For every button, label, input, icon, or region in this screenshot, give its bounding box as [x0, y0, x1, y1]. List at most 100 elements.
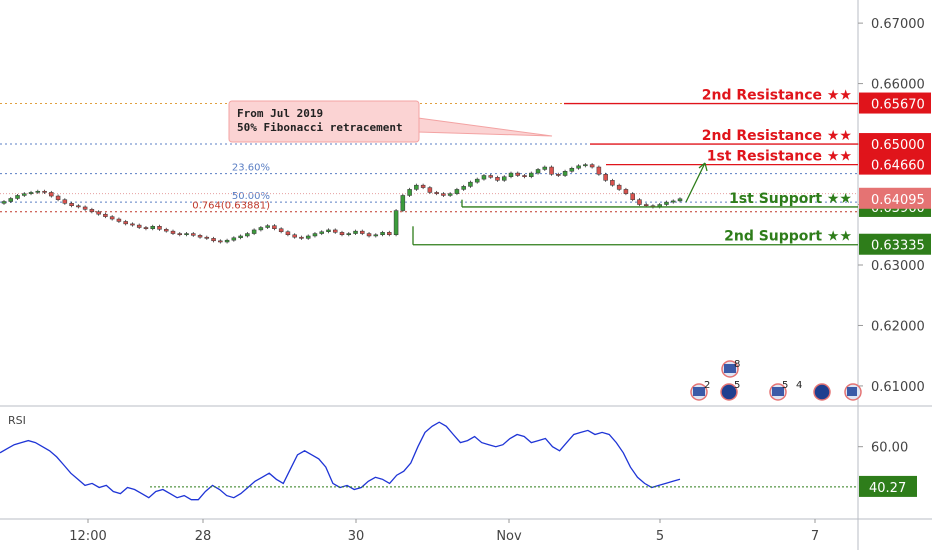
- price-tick-label: 0.67000: [871, 17, 925, 32]
- us-flag-icon[interactable]: 8: [721, 359, 740, 378]
- us-flag-icon[interactable]: [844, 383, 862, 401]
- candle-body: [299, 236, 304, 239]
- candle-body: [616, 184, 622, 190]
- candle-body: [623, 189, 629, 194]
- support-label: 1st Support ★★: [729, 191, 852, 207]
- candle-body: [515, 172, 521, 176]
- candle-body: [55, 195, 61, 200]
- svg-text:5: 5: [734, 380, 740, 391]
- candle: [62, 198, 68, 205]
- candle: [123, 219, 128, 226]
- candle: [177, 232, 183, 237]
- candle: [245, 232, 250, 238]
- candle: [170, 229, 176, 236]
- candle: [204, 235, 210, 240]
- support-label: 2nd Support ★★: [724, 229, 852, 245]
- candle: [15, 193, 20, 200]
- price-tag-text: 0.64660: [871, 159, 925, 174]
- candle-body: [1, 201, 7, 204]
- candle-body: [238, 235, 243, 239]
- candle: [529, 171, 534, 179]
- candle-body: [258, 227, 264, 231]
- resistance-label: 2nd Resistance ★★: [702, 88, 852, 104]
- nz-flag-icon[interactable]: [813, 383, 831, 401]
- projection-arrow: [685, 162, 708, 203]
- candle: [360, 229, 365, 236]
- candle-body: [508, 172, 514, 177]
- candle-body: [670, 200, 676, 203]
- candle: [454, 187, 460, 196]
- candle: [420, 183, 426, 190]
- candle: [197, 233, 203, 239]
- event-markers[interactable]: 8 2 5 5 4: [690, 359, 862, 401]
- nz-flag-icon[interactable]: 5: [720, 380, 740, 401]
- candle-body: [414, 184, 419, 190]
- candle: [35, 189, 41, 194]
- candle: [657, 203, 662, 209]
- candle-body: [353, 230, 358, 234]
- rsi-current-tag: 40.27: [859, 475, 917, 497]
- price-tag-bg: [859, 133, 931, 155]
- candle-body: [197, 235, 203, 238]
- candle-body: [434, 192, 439, 194]
- candle-body: [231, 237, 237, 241]
- candle: [468, 180, 473, 188]
- candle: [22, 192, 27, 197]
- candle-body: [549, 166, 554, 175]
- candle-body: [326, 229, 331, 232]
- price-tick-label: 0.66000: [871, 78, 925, 93]
- candle-body: [468, 181, 473, 187]
- time-axis: 12:00 28 30 Nov 5 7: [69, 519, 819, 544]
- candle-body: [35, 190, 41, 193]
- candle: [616, 183, 622, 191]
- rsi-label: RSI: [8, 414, 26, 427]
- candle-body: [251, 229, 257, 234]
- candle-body: [292, 234, 297, 238]
- candle: [583, 163, 588, 168]
- candle-body: [420, 184, 426, 188]
- candle-body: [610, 180, 615, 186]
- candle-body: [501, 176, 507, 181]
- support-resistance-levels: 2nd Resistance ★★ 0.65670 2nd Resistance ★…: [412, 88, 931, 255]
- candle: [461, 184, 466, 191]
- candle-body: [191, 233, 196, 236]
- resistance-price-tag: 0.64660: [859, 153, 931, 175]
- candle-body: [481, 175, 487, 180]
- candle: [515, 171, 521, 178]
- candle: [670, 199, 676, 204]
- candle-body: [637, 199, 642, 205]
- candle-body: [204, 236, 210, 239]
- rsi-line: [0, 421, 681, 501]
- rsi-indicator: 60.00 40.27: [0, 421, 917, 501]
- candle: [130, 222, 135, 227]
- candle: [89, 207, 95, 214]
- time-tick-label: 28: [195, 529, 212, 544]
- candle-body: [387, 232, 392, 236]
- candle: [292, 233, 297, 239]
- candle: [508, 171, 514, 179]
- candle: [272, 224, 277, 231]
- rsi-tag-bg: [859, 475, 917, 497]
- candle-body: [285, 231, 291, 236]
- candle-body: [42, 190, 47, 193]
- candle: [366, 232, 372, 238]
- candle-body: [664, 201, 669, 205]
- candle-body: [184, 233, 189, 236]
- candle-body: [69, 203, 74, 206]
- candle-body: [82, 206, 88, 210]
- candle-body: [407, 189, 412, 196]
- us-flag-icon[interactable]: 5 4: [769, 380, 802, 401]
- fibonacci-label: 23.60%: [232, 163, 270, 174]
- candle: [258, 225, 264, 232]
- candle: [664, 200, 669, 207]
- candle: [346, 232, 352, 237]
- candle: [623, 187, 629, 196]
- candle: [474, 177, 480, 184]
- candle-body: [522, 175, 527, 177]
- candle: [569, 166, 575, 173]
- candle: [319, 230, 324, 236]
- candle-body: [495, 177, 500, 181]
- candle-body: [447, 193, 453, 196]
- us-flag-icon[interactable]: 2: [690, 380, 710, 401]
